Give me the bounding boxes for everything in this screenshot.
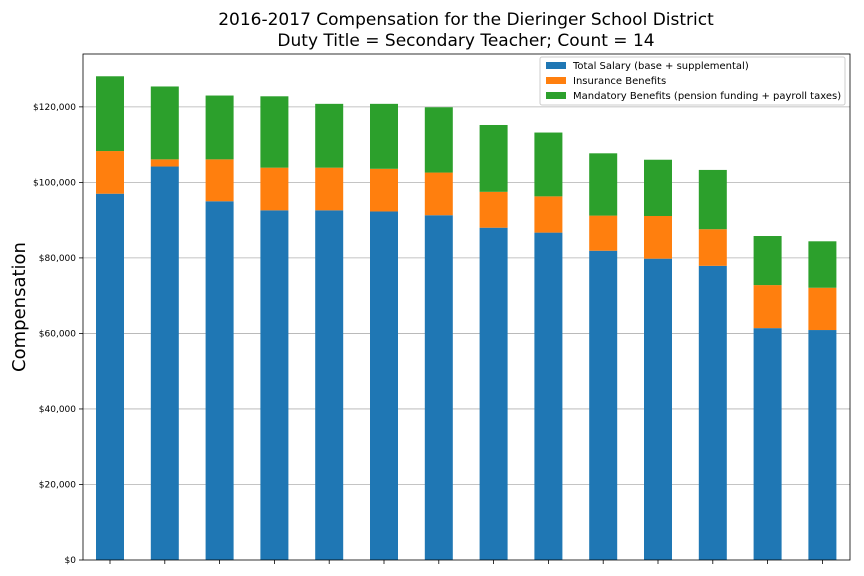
legend-swatch [546,62,566,69]
bar-segment [698,169,727,230]
bars [96,76,837,561]
bar-segment [150,86,179,160]
chart-subtitle: Duty Title = Secondary Teacher; Count = … [277,31,654,51]
bar-segment [260,96,289,168]
y-tick-label: $20,000 [39,480,76,490]
bar-segment [205,159,234,202]
bar-segment [698,265,727,560]
bar-segment [96,151,124,194]
bar-segment [96,193,124,560]
bar-segment [753,285,782,329]
y-tick-label: $0 [65,556,77,566]
bar-segment [534,196,563,233]
bar-segment [370,211,398,560]
legend-swatch [546,77,566,84]
bar-segment [644,215,672,259]
bar-segment [370,168,398,212]
bar-segment [424,172,453,216]
y-tick-label: $120,000 [33,103,76,113]
legend-label: Total Salary (base + supplemental) [572,61,749,72]
bar-segment [260,210,289,560]
bar-segment [315,210,344,560]
bar-segment [424,107,453,173]
bar-segment [370,103,398,169]
bar-segment [315,103,344,168]
legend-label: Mandatory Benefits (pension funding + pa… [573,91,841,102]
bar-segment [96,76,124,152]
bar-segment [808,241,837,288]
y-tick-label: $60,000 [39,329,76,339]
bar-segment [315,167,344,211]
bar-segment [753,236,782,286]
axes: $0 $20,000 $40,000 $60,000 $80,000 $100,000 $1… [33,103,823,566]
bar-segment [479,124,508,192]
bar-segment [260,167,289,211]
bar-segment [753,328,782,560]
bar-segment [150,166,179,560]
y-axis-label: Compensation [9,242,30,372]
bar-segment [698,229,727,266]
bar-segment [644,258,672,560]
y-tick-label: $40,000 [39,405,76,415]
bar-segment [808,330,837,560]
y-tick-label: $100,000 [33,178,76,188]
bar-segment [534,232,563,560]
bar-segment [589,215,618,251]
chart-title: 2016-2017 Compensation for the Dieringer… [218,10,714,30]
bar-segment [644,159,672,216]
legend: Total Salary (base + supplemental) Insura… [539,56,846,106]
bar-segment [205,201,234,560]
legend-label: Insurance Benefits [573,76,666,87]
bar-segment [150,159,179,167]
bar-segment [479,227,508,561]
y-tick-label: $80,000 [39,254,76,264]
plot-frame [82,53,851,561]
bar-segment [534,132,563,197]
bar-segment [205,95,234,160]
bar-segment [479,191,508,228]
bar-segment [424,215,453,560]
bar-segment [808,287,837,331]
legend-box [539,56,846,106]
bar-segment [589,153,618,216]
legend-swatch [546,92,566,99]
bar-segment [589,250,618,560]
